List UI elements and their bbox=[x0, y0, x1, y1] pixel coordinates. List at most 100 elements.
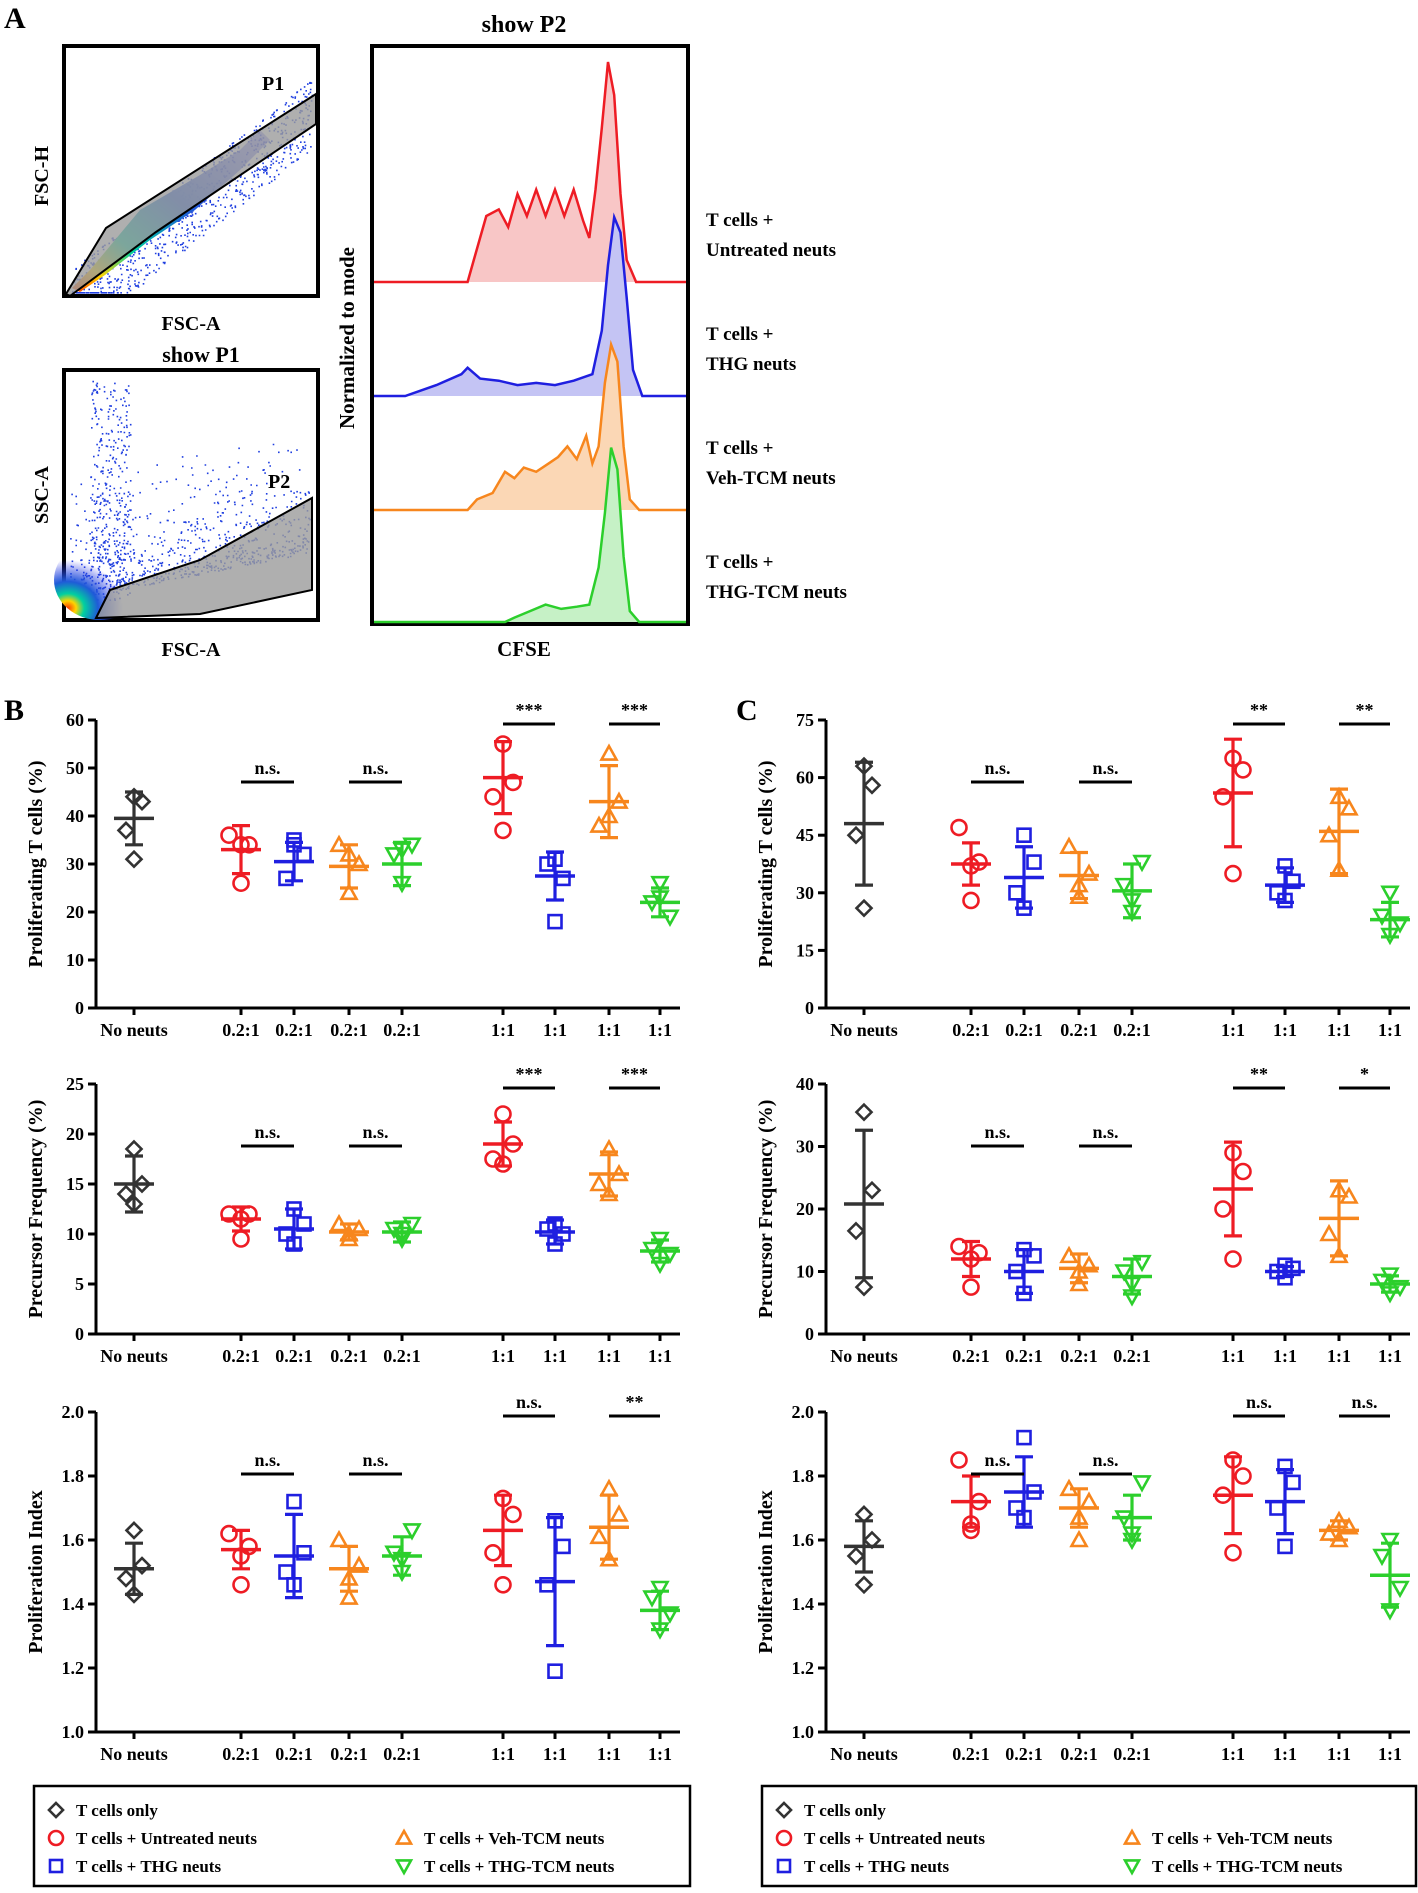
histogram-label-2-line2: Veh-TCM neuts bbox=[706, 468, 836, 489]
chart-3-point-3-3 bbox=[1069, 886, 1089, 904]
chart-0-point-0-2 bbox=[116, 821, 136, 840]
chart-5-ytick-label: 1.2 bbox=[792, 1658, 815, 1678]
chart-2-point-8-1 bbox=[642, 1590, 662, 1608]
histogram-line-1 bbox=[374, 212, 686, 398]
chart-2-category-1: 0.2:1 bbox=[222, 1744, 260, 1764]
chart-5-point-8-2 bbox=[1390, 1580, 1410, 1599]
chart-1-sig-label-0: n.s. bbox=[254, 1122, 280, 1142]
flow-plot-ssc: show P1 P2 SSC-A FSC-A bbox=[31, 342, 320, 661]
chart-2-point-0-3 bbox=[124, 1585, 144, 1604]
chart-3-point-5-3 bbox=[1224, 864, 1242, 883]
chart-5-point-0-2 bbox=[846, 1546, 866, 1566]
chart-2-point-7-0 bbox=[599, 1478, 619, 1497]
chart-4-point-4-1 bbox=[1114, 1264, 1134, 1282]
legend-c-marker-4 bbox=[1122, 1859, 1142, 1876]
chart-3-ytick-label: 30 bbox=[796, 883, 814, 903]
chart-2-point-7-1 bbox=[609, 1504, 629, 1522]
chart-4-point-7-2 bbox=[1319, 1223, 1339, 1242]
chart-1-point-3-1 bbox=[349, 1218, 369, 1237]
chart-5-category-6: 1:1 bbox=[1273, 1744, 1297, 1764]
chart-2-category-2: 0.2:1 bbox=[275, 1744, 313, 1764]
gate-p1-label: P1 bbox=[262, 73, 284, 95]
chart-3-category-7: 1:1 bbox=[1327, 1020, 1351, 1040]
chart-1-category-4: 0.2:1 bbox=[383, 1346, 421, 1366]
chart-5-point-5-1 bbox=[1234, 1467, 1252, 1485]
chart-1-sig-label-1: n.s. bbox=[362, 1122, 388, 1142]
chart-2-sig-label-0: n.s. bbox=[254, 1450, 280, 1470]
chart-4-sig-label-2: ** bbox=[1250, 1064, 1268, 1084]
chart-5-point-7-2 bbox=[1319, 1523, 1339, 1541]
chart-5-category-2: 0.2:1 bbox=[1005, 1744, 1043, 1764]
chart-3-category-8: 1:1 bbox=[1378, 1020, 1402, 1040]
legend-c-marker-3 bbox=[1122, 1828, 1142, 1845]
chart-4-point-0-3 bbox=[854, 1277, 874, 1297]
legend-c-item-1: T cells + Untreated neuts bbox=[804, 1829, 985, 1848]
chart-5-point-0-3 bbox=[854, 1575, 874, 1595]
chart-0-category-6: 1:1 bbox=[543, 1020, 567, 1040]
chart-1-point-7-3 bbox=[599, 1183, 619, 1202]
chart-1-category-8: 1:1 bbox=[648, 1346, 672, 1366]
legend-b-box bbox=[32, 1784, 692, 1888]
legend-c-marker-1 bbox=[775, 1829, 793, 1847]
chart-1-ytick-label: 5 bbox=[75, 1274, 84, 1294]
chart-0-category-0: No neuts bbox=[100, 1020, 168, 1040]
chart-3-point-4-1 bbox=[1114, 877, 1134, 896]
chart-3-point-0-3 bbox=[854, 898, 874, 918]
chart-1-category-7: 1:1 bbox=[597, 1346, 621, 1366]
legend-b-marker-1 bbox=[47, 1829, 65, 1847]
gate-p1 bbox=[64, 92, 317, 298]
chart-3-sig-label-0: n.s. bbox=[984, 758, 1010, 778]
histogram-tracks bbox=[374, 61, 686, 624]
chart-2-point-3-0 bbox=[329, 1529, 349, 1548]
chart-2-category-7: 1:1 bbox=[597, 1744, 621, 1764]
histogram-labels: T cells + Untreated neuts T cells + THG neu… bbox=[706, 210, 847, 603]
chart-3-point-3-1 bbox=[1079, 863, 1099, 881]
chart-2-point-3-3 bbox=[339, 1587, 359, 1605]
chart-3-point-2-2 bbox=[1008, 884, 1024, 901]
chart-4-point-3-1 bbox=[1079, 1255, 1099, 1273]
chart-4-category-6: 1:1 bbox=[1273, 1346, 1297, 1366]
chart-1-category-3: 0.2:1 bbox=[330, 1346, 368, 1366]
chart-0-point-1-0 bbox=[220, 826, 238, 845]
cfse-histogram: show P2 Normalized to mode CFSE T cells … bbox=[335, 12, 847, 661]
histogram-label-3-line1: T cells + bbox=[706, 552, 773, 573]
chart-4-point-1-3 bbox=[962, 1278, 980, 1296]
legend-b-item-4: T cells + THG-TCM neuts bbox=[424, 1857, 615, 1876]
chart-3-ytick-label: 45 bbox=[796, 825, 814, 845]
chart-0-ytick-label: 40 bbox=[66, 806, 84, 826]
chart-0-category-7: 1:1 bbox=[597, 1020, 621, 1040]
chart-0-point-4-1 bbox=[384, 847, 404, 865]
chart-3-point-2-0 bbox=[1016, 827, 1032, 844]
histogram-ylabel: Normalized to mode bbox=[335, 247, 359, 429]
chart-3-category-4: 0.2:1 bbox=[1113, 1020, 1151, 1040]
chart-3-point-5-2 bbox=[1214, 787, 1232, 806]
chart-5-point-3-1 bbox=[1079, 1491, 1099, 1509]
chart-0-category-3: 0.2:1 bbox=[330, 1020, 368, 1040]
chart-1-point-0-2 bbox=[116, 1184, 136, 1204]
histogram-label-0-line1: T cells + bbox=[706, 210, 773, 231]
chart-1-sig-label-3: *** bbox=[621, 1064, 648, 1084]
chart-2-ytick-label: 2.0 bbox=[62, 1402, 85, 1422]
chart-1-ylabel: Precursor Frequency (%) bbox=[25, 1100, 47, 1319]
legend-c-item-2: T cells + THG neuts bbox=[804, 1857, 949, 1876]
chart-1-point-3-3 bbox=[339, 1228, 359, 1247]
chart-5-point-2-0 bbox=[1016, 1429, 1032, 1446]
chart-4: 0 10 20 30 40 Precursor Frequency (%) No neuts… bbox=[755, 1064, 1410, 1366]
chart-1: 0 5 10 15 20 25 Precursor Frequency (%) No neut… bbox=[25, 1064, 680, 1366]
chart-5-ylabel: Proliferation Index bbox=[755, 1490, 777, 1654]
chart-1-ytick-label: 20 bbox=[66, 1124, 84, 1144]
chart-5-point-1-0 bbox=[950, 1451, 968, 1469]
chart-3-category-1: 0.2:1 bbox=[952, 1020, 990, 1040]
chart-0-point-0-3 bbox=[124, 849, 144, 869]
chart-4-ylabel: Precursor Frequency (%) bbox=[755, 1100, 777, 1319]
chart-2-point-8-0 bbox=[650, 1580, 670, 1599]
chart-3-category-5: 1:1 bbox=[1221, 1020, 1245, 1040]
chart-4-category-1: 0.2:1 bbox=[952, 1346, 990, 1366]
flow-plot-fsc-ylabel: FSC-H bbox=[31, 146, 53, 206]
chart-4-sig-label-3: * bbox=[1360, 1064, 1369, 1084]
chart-0-point-7-2 bbox=[589, 815, 609, 833]
chart-5-category-5: 1:1 bbox=[1221, 1744, 1245, 1764]
chart-4-category-3: 0.2:1 bbox=[1060, 1346, 1098, 1366]
panel-label-a: A bbox=[4, 2, 26, 35]
